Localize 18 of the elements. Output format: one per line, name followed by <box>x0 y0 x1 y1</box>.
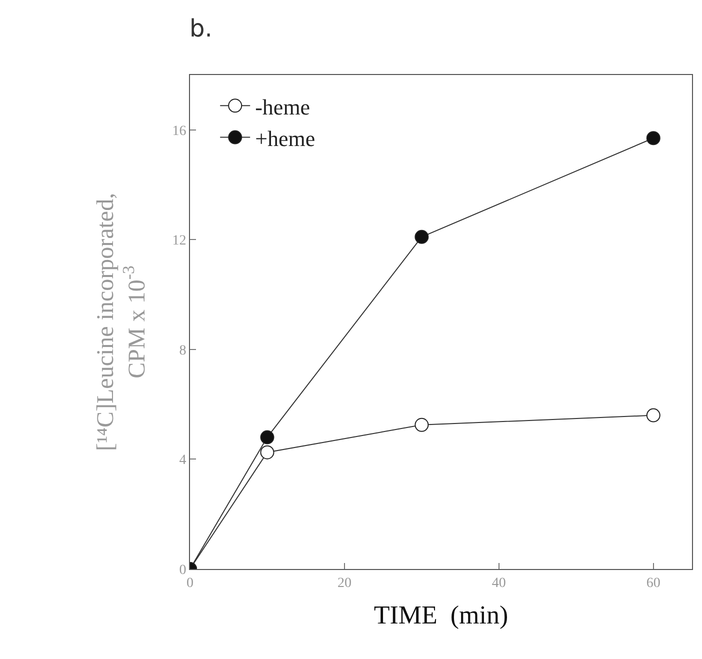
point <box>260 430 274 444</box>
x-tick-label: 20 <box>337 576 352 591</box>
chart-title: b. <box>190 14 212 43</box>
point <box>414 418 429 432</box>
y-tick-label: 0 <box>179 562 186 578</box>
point <box>260 445 274 460</box>
y-tick-label: 8 <box>179 343 186 358</box>
legend-label: +heme <box>255 126 316 151</box>
x-tick-label: 60 <box>646 576 660 591</box>
legend-label: -heme <box>255 94 310 120</box>
x-tick-label: 40 <box>492 576 506 591</box>
point <box>646 408 660 422</box>
point <box>414 230 429 244</box>
y-tick-label: 16 <box>172 124 186 139</box>
x-axis-title: TIME (min) <box>374 600 508 630</box>
y-tick-label: 12 <box>172 234 186 249</box>
point <box>646 131 660 146</box>
y-tick-label: 4 <box>179 453 186 468</box>
